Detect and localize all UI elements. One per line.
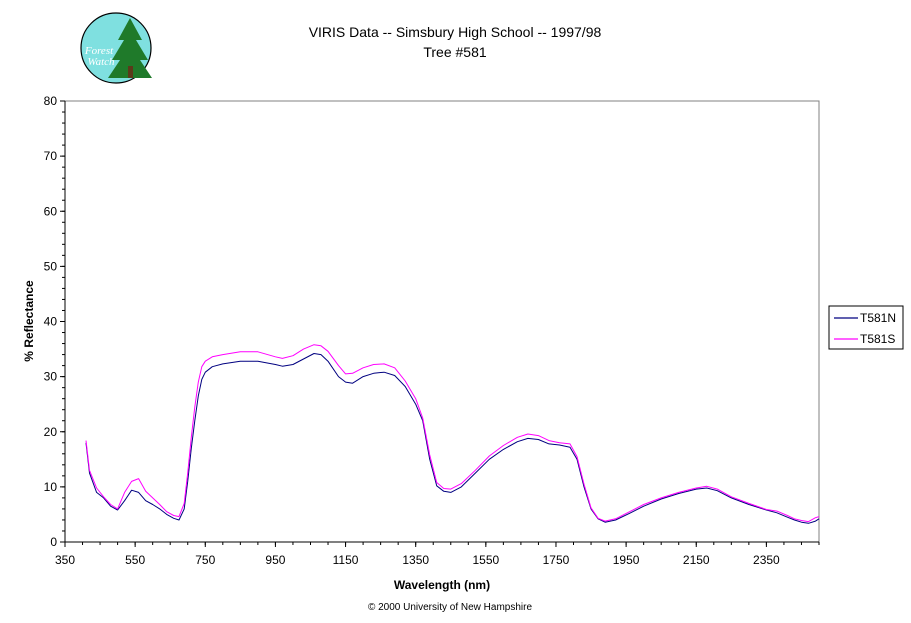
y-tick-label: 40 — [44, 315, 58, 329]
x-tick-label: 1350 — [402, 553, 429, 567]
series-line-t581n — [85, 353, 820, 524]
x-ticks: 350 550 750 950 1150 1350 1550 1750 1950 2150 2350 — [55, 542, 820, 567]
y-tick-label: 0 — [50, 535, 57, 549]
copyright-footer: © 2000 University of New Hampshire — [368, 602, 533, 613]
series-lines — [85, 344, 820, 524]
legend-label-t581s: T581S — [860, 332, 895, 346]
y-tick-label: 50 — [44, 259, 58, 273]
y-tick-label: 60 — [44, 204, 58, 218]
logo-tree-icon — [108, 18, 152, 78]
y-axis-label: % Reflectance — [22, 280, 36, 362]
y-tick-label: 10 — [44, 480, 58, 494]
chart-subtitle: Tree #581 — [423, 44, 487, 60]
legend: T581N T581S — [828, 305, 904, 350]
x-tick-label: 950 — [265, 553, 285, 567]
x-tick-label: 1950 — [613, 553, 640, 567]
x-tick-label: 1150 — [333, 553, 359, 567]
x-tick-label: 1550 — [472, 553, 499, 567]
forest-watch-logo: Forest Watch — [80, 12, 152, 84]
logo-text-line2: Watch — [87, 56, 115, 68]
x-tick-label: 1750 — [543, 553, 570, 567]
y-ticks: 0 10 20 30 40 50 60 70 80 — [44, 94, 65, 549]
y-tick-label: 20 — [44, 425, 58, 439]
logo-trunk — [128, 66, 133, 78]
x-axis-label: Wavelength (nm) — [394, 578, 490, 592]
x-tick-label: 550 — [125, 553, 145, 567]
y-tick-label: 80 — [44, 94, 58, 108]
legend-box — [828, 305, 904, 350]
x-tick-label: 350 — [55, 553, 75, 567]
x-tick-label: 2150 — [683, 553, 710, 567]
chart-title: VIRIS Data -- Simsbury High School -- 19… — [309, 24, 602, 40]
x-tick-label: 750 — [195, 553, 215, 567]
series-line-t581s — [85, 344, 820, 523]
y-tick-label: 70 — [44, 149, 58, 163]
y-tick-label: 30 — [44, 370, 58, 384]
logo-text-line1: Forest — [84, 45, 114, 57]
plot-area — [64, 100, 820, 543]
x-tick-label: 2350 — [753, 553, 780, 567]
legend-label-t581n: T581N — [860, 311, 896, 325]
